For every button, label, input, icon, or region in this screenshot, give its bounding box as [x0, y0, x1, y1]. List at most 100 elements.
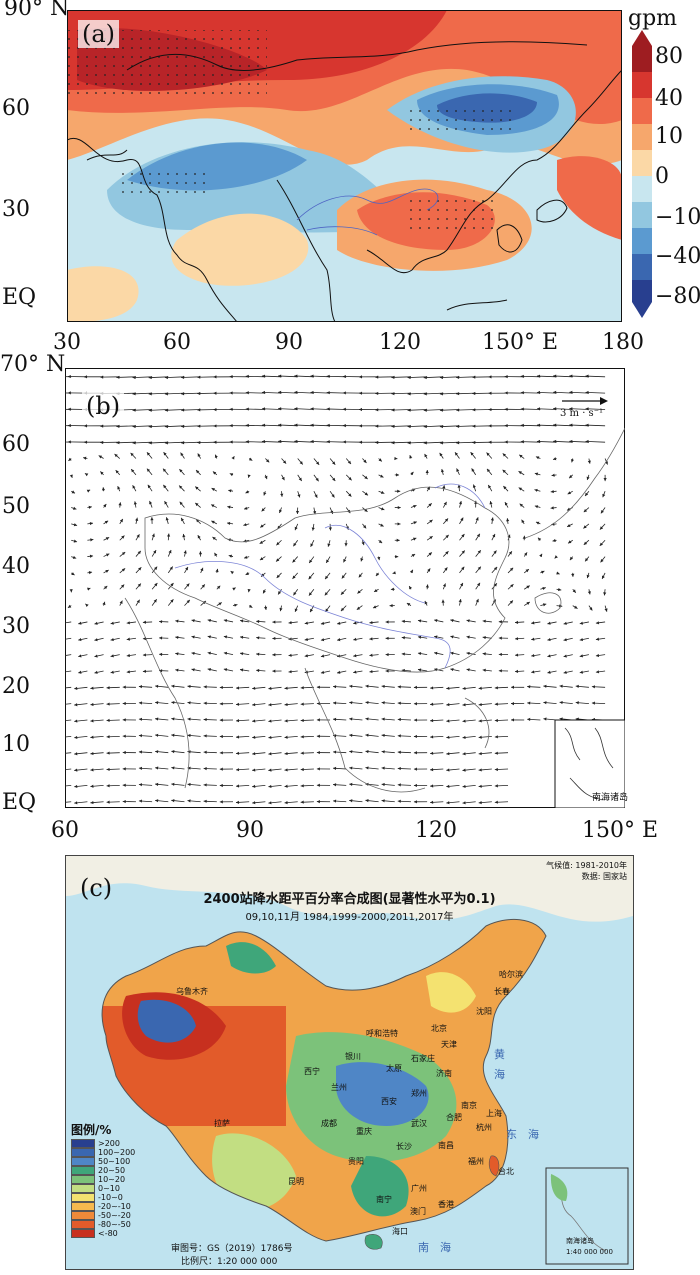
wind-vector-head [72, 555, 77, 559]
wind-vector-head [203, 783, 207, 787]
wind-vector [536, 375, 557, 378]
wind-vector-head [78, 654, 82, 658]
wind-vector-head [460, 517, 464, 521]
wind-vector-head [163, 468, 167, 472]
wind-vector-head [423, 408, 427, 412]
wind-vector-head [316, 783, 320, 787]
wind-vector-head [252, 703, 256, 707]
place-label: 广州 [411, 1184, 427, 1193]
wind-vector-head [446, 703, 450, 707]
wind-vector-head [243, 523, 247, 527]
colorbar-bin [632, 150, 652, 176]
wind-vector [148, 409, 169, 411]
wind-vector-head [110, 621, 114, 625]
wind-vector [132, 441, 153, 444]
wind-vector-head [397, 750, 401, 754]
colorbar-bin [632, 176, 652, 202]
wind-vector [391, 409, 411, 411]
wind-vector [391, 441, 411, 444]
legend-item: -80~-50 [71, 1220, 131, 1229]
colorbar-bin [632, 280, 652, 302]
wind-vector-head [579, 621, 584, 625]
wind-vector-head [444, 567, 448, 571]
wind-vector-head [586, 574, 590, 579]
wind-vector-head [138, 766, 143, 770]
wind-vector-head [326, 374, 330, 378]
wind-vector-head [519, 503, 524, 507]
wind-vector [294, 391, 314, 394]
place-label: 郑州 [411, 1089, 427, 1098]
wind-vector [553, 408, 573, 410]
wind-vector-head [187, 701, 191, 705]
wind-vector-head [515, 669, 519, 673]
wind-vector [391, 392, 411, 395]
legend: >200 100~200 50~100 20~50 10~20 0~10 -10~0 -20~… [71, 1139, 151, 1239]
legend-swatch [71, 1175, 95, 1184]
wind-vector-head [90, 686, 94, 690]
wind-vector-head [85, 603, 89, 608]
wind-vector-head [185, 566, 188, 571]
wind-vector-head [504, 391, 508, 395]
wind-vector [536, 408, 557, 410]
wind-vector-head [456, 424, 460, 428]
wind-vector-head [490, 517, 494, 521]
wind-vector-head [154, 582, 158, 587]
wind-vector-head [230, 571, 234, 575]
wind-vector-head [375, 408, 379, 412]
place-label: 天津 [441, 1040, 457, 1049]
wind-vector-head [232, 587, 236, 591]
wind-vector-head [213, 424, 217, 428]
wind-vector-head [115, 470, 119, 474]
wind-vector-head [394, 456, 398, 461]
wind-vector-head [294, 439, 298, 444]
wind-vector-head [488, 391, 492, 395]
wind-vector-head [130, 452, 134, 457]
wind-vector-head [558, 587, 562, 592]
wind-vector-head [572, 589, 576, 593]
wind-vector-head [591, 685, 595, 689]
wind-vector-head [542, 586, 546, 590]
wind-vector-head [520, 423, 524, 427]
wind-vector-head [381, 507, 385, 511]
colorbar-label-40: 40 [655, 86, 683, 111]
wind-vector-head [340, 591, 345, 595]
wind-vector-head [90, 784, 94, 788]
panel-a-ytick-30: 30 [2, 197, 30, 222]
wind-vector-head [462, 735, 466, 740]
wind-vector-head [171, 700, 175, 705]
wind-vector [553, 440, 573, 443]
legend-item: 100~200 [71, 1148, 135, 1157]
place-label: 乌鲁木齐 [176, 987, 208, 996]
wind-vector-head [110, 654, 114, 658]
wind-vector-head [454, 452, 459, 456]
place-label: 北京 [431, 1024, 447, 1033]
wind-vector-head [295, 510, 300, 514]
wind-vector-head [475, 598, 479, 603]
wind-vector-head [78, 637, 82, 642]
wind-vector-head [316, 750, 320, 755]
wind-vector-head [511, 685, 515, 689]
wind-vector-head [304, 654, 308, 658]
wind-vector-head [219, 702, 223, 706]
wind-vector-head [575, 684, 579, 688]
wind-vector-head [423, 424, 427, 429]
wind-vector-head [67, 374, 71, 379]
wind-vector-head [119, 600, 123, 604]
wind-vector-head [103, 503, 107, 508]
wind-vector-head [181, 392, 185, 396]
wind-vector-head [181, 517, 185, 522]
wind-vector [65, 654, 72, 656]
wind-vector-head [536, 439, 541, 444]
wind-vector-head [234, 603, 238, 607]
wind-vector [148, 441, 169, 444]
wind-vector-head [430, 686, 434, 690]
wind-vector-head [316, 734, 320, 738]
wind-vector-head [223, 619, 228, 623]
wind-vector-head [171, 750, 175, 754]
wind-vector-head [365, 700, 369, 705]
wind-vector-head [478, 735, 482, 739]
wind-vector-head [359, 375, 363, 379]
wind-vector-head [259, 540, 264, 544]
wind-vector-head [446, 768, 450, 772]
wind-vector [391, 376, 411, 378]
